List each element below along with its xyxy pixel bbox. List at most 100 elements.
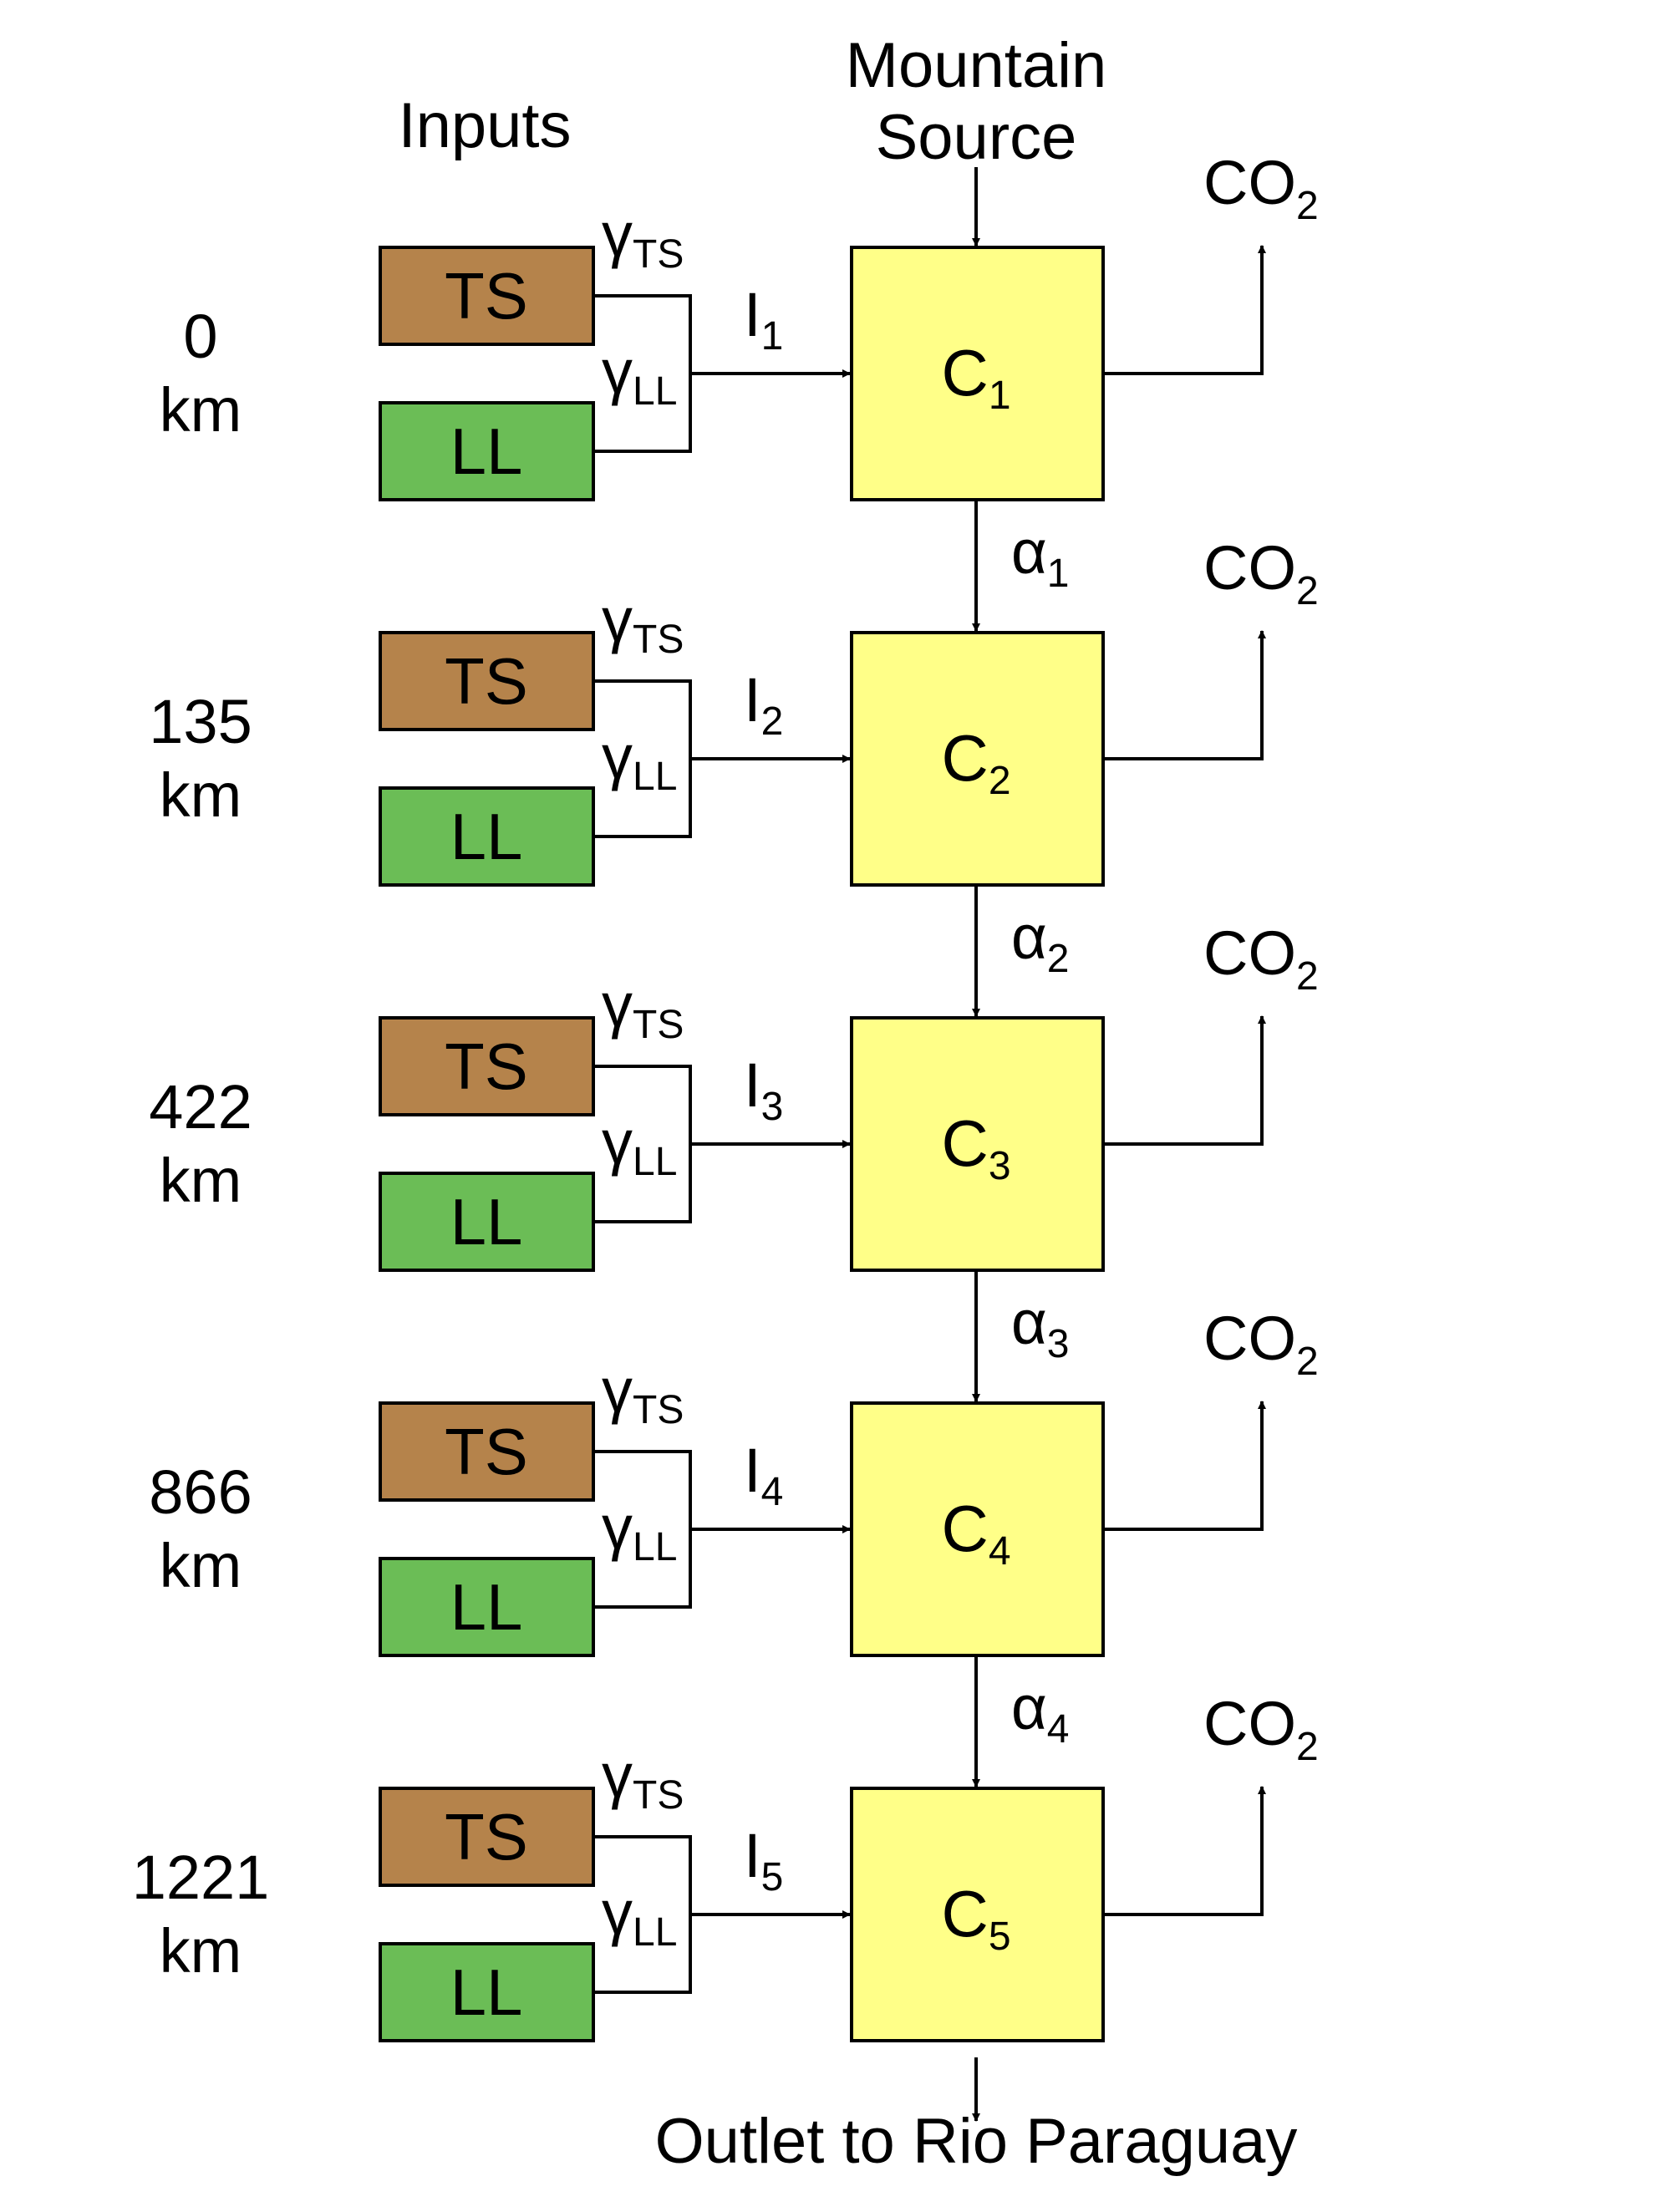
gamma-symbol: γ xyxy=(602,200,633,269)
compartment-subscript: 5 xyxy=(989,1915,1011,1959)
alpha-subscript: 2 xyxy=(1047,937,1070,981)
input-letter: I xyxy=(744,280,761,349)
ll-input-label: LL xyxy=(450,800,523,873)
ll-input-box xyxy=(379,1942,595,2042)
alpha-label: α2 xyxy=(1011,903,1069,981)
distance-unit: km xyxy=(160,1146,242,1215)
ts-input-box xyxy=(379,246,595,346)
ll-input-label: LL xyxy=(450,1570,523,1644)
mountain-source-line1: Mountain xyxy=(846,30,1107,101)
co2-output-arrow xyxy=(1103,245,1266,375)
input-subscript: 3 xyxy=(761,1085,784,1129)
co2-main: CO xyxy=(1203,1304,1296,1373)
distance-unit: km xyxy=(160,1916,242,1986)
compartment-subscript: 2 xyxy=(989,759,1011,803)
ll-input-box xyxy=(379,1557,595,1657)
gamma-ts-label: γTS xyxy=(602,1741,684,1818)
co2-subscript: 2 xyxy=(1296,184,1319,228)
alpha-label: α3 xyxy=(1011,1288,1069,1366)
gamma-ll-label: γLL xyxy=(602,337,677,414)
gamma-ts-label: γTS xyxy=(602,585,684,662)
compartment-label: C4 xyxy=(941,1492,1010,1574)
gamma-ts-subscript: TS xyxy=(633,1773,684,1818)
input-flux-label: I5 xyxy=(744,1821,783,1899)
gamma-ts-label: γTS xyxy=(602,970,684,1047)
co2-output-arrow xyxy=(1103,630,1266,760)
input-letter: I xyxy=(744,1050,761,1120)
co2-subscript: 2 xyxy=(1296,569,1319,613)
compartment-label: C2 xyxy=(941,721,1010,803)
distance-value: 422 xyxy=(149,1072,252,1142)
input-flux-label: I1 xyxy=(744,280,783,358)
alpha-subscript: 3 xyxy=(1047,1322,1070,1366)
alpha-symbol: α xyxy=(1011,1288,1047,1357)
gamma-ll-label: γLL xyxy=(602,1492,677,1569)
ts-input-box xyxy=(379,1787,595,1887)
compartment-letter: C xyxy=(941,1877,988,1950)
gamma-ts-subscript: TS xyxy=(633,1003,684,1047)
gamma-symbol: γ xyxy=(602,1107,633,1177)
input-flux-label: I3 xyxy=(744,1050,783,1129)
input-subscript: 5 xyxy=(761,1855,784,1899)
co2-main: CO xyxy=(1203,533,1296,603)
compartment-label: C1 xyxy=(941,336,1010,418)
gamma-symbol: γ xyxy=(602,585,633,654)
gamma-symbol: γ xyxy=(602,1741,633,1810)
co2-label: CO2 xyxy=(1203,1304,1319,1384)
distance-value: 135 xyxy=(149,687,252,756)
alpha-subscript: 4 xyxy=(1047,1707,1070,1752)
inputs-heading: Inputs xyxy=(398,90,571,161)
gamma-ts-label: γTS xyxy=(602,1355,684,1432)
alpha-symbol: α xyxy=(1011,903,1047,972)
ll-input-box xyxy=(379,786,595,887)
compartment-label: C5 xyxy=(941,1877,1010,1959)
distance-unit: km xyxy=(160,1531,242,1600)
co2-main: CO xyxy=(1203,918,1296,988)
input-subscript: 4 xyxy=(761,1470,784,1514)
compartment-box xyxy=(850,631,1105,887)
gamma-ll-subscript: LL xyxy=(633,1525,677,1569)
compartment-box xyxy=(850,1401,1105,1657)
gamma-ll-subscript: LL xyxy=(633,369,677,414)
ts-input-box xyxy=(379,1401,595,1502)
gamma-symbol: γ xyxy=(602,337,633,406)
ts-input-label: TS xyxy=(445,1030,528,1103)
alpha-label: α1 xyxy=(1011,517,1069,596)
co2-label: CO2 xyxy=(1203,1689,1319,1769)
gamma-ts-subscript: TS xyxy=(633,232,684,277)
distance-value: 866 xyxy=(149,1457,252,1527)
gamma-symbol: γ xyxy=(602,1878,633,1947)
ll-input-box xyxy=(379,1172,595,1272)
ll-input-label: LL xyxy=(450,1185,523,1259)
alpha-symbol: α xyxy=(1011,1673,1047,1742)
distance-unit: km xyxy=(160,760,242,830)
co2-subscript: 2 xyxy=(1296,1725,1319,1769)
co2-label: CO2 xyxy=(1203,533,1319,613)
input-letter: I xyxy=(744,1436,761,1505)
distance-value: 0 xyxy=(183,302,217,371)
compartment-subscript: 3 xyxy=(989,1144,1011,1188)
ts-input-label: TS xyxy=(445,1800,528,1874)
ll-input-box xyxy=(379,401,595,501)
ts-input-box xyxy=(379,631,595,731)
gamma-ll-label: γLL xyxy=(602,722,677,799)
compartment-label: C3 xyxy=(941,1106,1010,1188)
co2-subscript: 2 xyxy=(1296,954,1319,999)
co2-main: CO xyxy=(1203,1689,1296,1758)
gamma-ts-label: γTS xyxy=(602,200,684,277)
gamma-ll-label: γLL xyxy=(602,1107,677,1184)
co2-label: CO2 xyxy=(1203,918,1319,999)
compartment-letter: C xyxy=(941,1492,988,1565)
compartment-box xyxy=(850,1787,1105,2042)
compartment-subscript: 1 xyxy=(989,374,1011,418)
gamma-symbol: γ xyxy=(602,722,633,791)
distance-unit: km xyxy=(160,375,242,445)
ll-input-label: LL xyxy=(450,414,523,488)
co2-main: CO xyxy=(1203,148,1296,217)
co2-output-arrow xyxy=(1103,1401,1266,1531)
gamma-symbol: γ xyxy=(602,970,633,1040)
gamma-ll-subscript: LL xyxy=(633,1140,677,1184)
